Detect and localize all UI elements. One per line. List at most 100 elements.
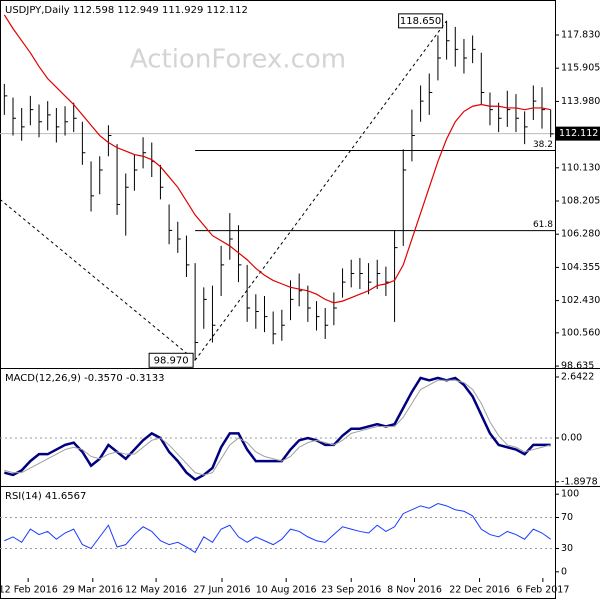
y-tick-label: 100 <box>561 489 579 500</box>
ohlc-bar <box>159 164 164 200</box>
ohlc-bar <box>229 213 233 260</box>
annotation-label: 98.970 <box>154 355 189 366</box>
watermark: ActionForex.com <box>130 45 346 75</box>
ohlc-bar <box>324 308 329 340</box>
ohlc-bar <box>463 38 467 74</box>
ohlc-bar <box>272 311 277 345</box>
last-price-box <box>556 126 600 141</box>
ohlc-bar <box>168 204 173 245</box>
y-tick-label: 2.6422 <box>561 371 594 382</box>
y-tick-label: 70 <box>561 512 573 523</box>
ohlc-bar <box>90 161 95 212</box>
ohlc-bar <box>73 102 77 133</box>
y-tick-label: 110.130 <box>561 162 600 173</box>
ohlc-bar <box>237 225 242 283</box>
ohlc-bar <box>342 268 346 298</box>
x-tick-label: 12 Feb 2016 <box>0 585 58 596</box>
y-tick-label: 0.00 <box>561 433 582 444</box>
ohlc-bar <box>81 121 86 165</box>
annotation-box <box>148 352 194 368</box>
x-tick-label: 8 Nov 2016 <box>387 585 442 596</box>
ohlc-bar <box>29 95 34 126</box>
x-tick-label: 27 Jun 2016 <box>193 585 250 596</box>
ohlc-bar <box>107 125 112 157</box>
moving-average <box>3 14 551 304</box>
chart-title: USDJPY,Daily 112.598 112.949 111.929 112… <box>5 5 248 16</box>
ohlc-bar <box>211 285 216 343</box>
ohlc-bar <box>142 137 147 169</box>
x-tick-label: 29 Mar 2016 <box>63 585 123 596</box>
ohlc-bar <box>385 266 389 296</box>
annotation-box <box>398 13 444 29</box>
y-tick-label: 113.980 <box>561 96 600 107</box>
ohlc-bar <box>550 109 554 138</box>
ohlc-bar <box>38 104 43 138</box>
ohlc-bar <box>263 295 268 333</box>
ohlc-bar <box>524 111 528 145</box>
y-tick-label: 106.280 <box>561 229 600 240</box>
ohlc-bar <box>368 263 372 295</box>
ohlc-bar <box>454 26 459 67</box>
ohlc-bar <box>515 94 519 133</box>
ohlc-bar <box>194 263 199 361</box>
ohlc-bar <box>532 85 537 121</box>
frame <box>0 0 556 599</box>
x-tick-label: 23 Sep 2016 <box>321 585 381 596</box>
ohlc-bar <box>185 235 190 277</box>
ohlc-bar <box>411 109 415 162</box>
panel-title: RSI(14) 41.6567 <box>5 491 86 502</box>
ohlc-bar <box>472 35 476 64</box>
ohlc-bar <box>3 83 8 115</box>
annotation-label: 118.650 <box>400 16 441 27</box>
ohlc-bar <box>55 107 60 143</box>
y-tick-label: 30 <box>561 543 573 554</box>
ohlc-bar <box>376 259 381 290</box>
ohlc-bar <box>480 52 485 105</box>
ohlc-bar <box>428 73 433 115</box>
x-tick-label: 22 Dec 2016 <box>449 585 510 596</box>
ohlc-bar <box>246 264 251 322</box>
ohlc-bar <box>64 106 69 136</box>
ohlc-bar <box>12 97 17 136</box>
x-tick-label: 6 Feb 2017 <box>516 585 569 596</box>
last-price-label: 112.112 <box>559 128 598 139</box>
y-tick-label: -1.8978 <box>561 476 598 487</box>
ohlc-bar <box>420 85 424 122</box>
panel-title: MACD(12,26,9) -0.3570 -0.3133 <box>5 373 165 384</box>
ohlc-bar <box>506 90 511 127</box>
y-tick-label: 117.830 <box>561 30 600 41</box>
ohlc-bar <box>498 102 502 133</box>
ohlc-bar <box>394 230 398 322</box>
y-tick-label: 0 <box>561 566 567 577</box>
ohlc-bar <box>333 292 337 326</box>
ohlc-bar <box>350 259 355 288</box>
y-tick-label: 102.430 <box>561 295 600 306</box>
trendline <box>194 20 448 361</box>
trendline <box>0 198 196 361</box>
ohlc-bar <box>21 107 25 141</box>
ohlc-bar <box>116 144 121 215</box>
indicator-line <box>4 502 551 554</box>
ohlc-bar <box>47 101 51 131</box>
indicator-line <box>4 376 551 482</box>
indicator-line <box>4 379 551 476</box>
fib-label: 61.8 <box>533 220 553 230</box>
ohlc-bar <box>446 20 450 60</box>
ohlc-bar <box>220 245 225 296</box>
ohlc-bar <box>298 273 303 307</box>
ohlc-bar <box>133 154 138 191</box>
y-tick-label: 108.205 <box>561 196 600 207</box>
ohlc-bar <box>307 285 311 322</box>
ohlc-bar <box>203 287 207 329</box>
y-tick-label: 104.355 <box>561 262 600 273</box>
x-tick-label: 12 May 2016 <box>125 585 187 596</box>
fib-label: 38.2 <box>533 140 553 150</box>
ohlc-bar <box>316 301 320 331</box>
y-tick-label: 98.635 <box>561 361 594 372</box>
ohlc-bar <box>290 280 294 321</box>
x-tick-label: 10 Aug 2016 <box>256 585 317 596</box>
y-tick-label: 100.560 <box>561 327 600 338</box>
ohlc-bar <box>99 156 103 195</box>
ohlc-bar <box>489 92 493 126</box>
